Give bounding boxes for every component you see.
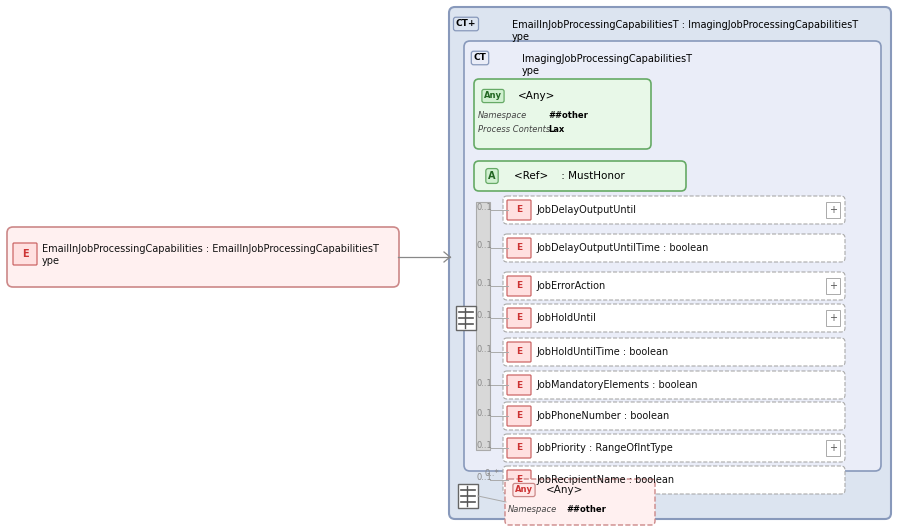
Text: 0..1: 0..1 <box>476 409 492 418</box>
FancyBboxPatch shape <box>507 276 531 296</box>
Bar <box>458 484 478 508</box>
Text: +: + <box>829 313 837 323</box>
Text: CT+: CT+ <box>456 20 476 29</box>
Text: E: E <box>516 476 522 485</box>
FancyBboxPatch shape <box>503 196 845 224</box>
Bar <box>826 278 840 294</box>
Text: JobErrorAction: JobErrorAction <box>536 281 605 291</box>
Bar <box>826 440 840 456</box>
FancyBboxPatch shape <box>507 470 531 490</box>
FancyBboxPatch shape <box>464 41 881 471</box>
Text: E: E <box>516 348 522 357</box>
Text: ##other: ##other <box>566 506 606 515</box>
Text: 0..1: 0..1 <box>476 204 492 213</box>
Text: 0..1: 0..1 <box>476 242 492 251</box>
Text: Process Contents: Process Contents <box>478 125 550 134</box>
Text: E: E <box>516 281 522 290</box>
Text: A: A <box>488 171 495 181</box>
Text: Any: Any <box>515 486 533 495</box>
FancyBboxPatch shape <box>449 7 891 519</box>
Text: CT: CT <box>474 53 486 62</box>
Text: JobHoldUntil: JobHoldUntil <box>536 313 596 323</box>
Text: E: E <box>516 443 522 452</box>
Bar <box>826 202 840 218</box>
Text: Lax: Lax <box>548 125 565 134</box>
Text: 0..1: 0..1 <box>476 345 492 354</box>
Text: +: + <box>829 443 837 453</box>
Text: <Any>: <Any> <box>518 91 556 101</box>
Text: <Ref>    : MustHonor: <Ref> : MustHonor <box>514 171 625 181</box>
Text: EmailInJobProcessingCapabilities : EmailInJobProcessingCapabilitiesT
ype: EmailInJobProcessingCapabilities : Email… <box>42 244 378 266</box>
FancyBboxPatch shape <box>503 466 845 494</box>
FancyBboxPatch shape <box>13 243 37 265</box>
Text: JobDelayOutputUntil: JobDelayOutputUntil <box>536 205 636 215</box>
Text: 0..1: 0..1 <box>476 379 492 388</box>
Text: 0..1: 0..1 <box>476 312 492 321</box>
FancyBboxPatch shape <box>503 402 845 430</box>
Text: JobDelayOutputUntilTime : boolean: JobDelayOutputUntilTime : boolean <box>536 243 708 253</box>
Text: ImagingJobProcessingCapabilitiesT
ype: ImagingJobProcessingCapabilitiesT ype <box>522 54 692 76</box>
Text: JobMandatoryElements : boolean: JobMandatoryElements : boolean <box>536 380 698 390</box>
Bar <box>826 310 840 326</box>
FancyBboxPatch shape <box>503 234 845 262</box>
Text: 0..*: 0..* <box>485 470 499 479</box>
Text: 0..1: 0..1 <box>476 442 492 451</box>
FancyBboxPatch shape <box>507 238 531 258</box>
Text: JobPhoneNumber : boolean: JobPhoneNumber : boolean <box>536 411 669 421</box>
Text: 0..1: 0..1 <box>476 279 492 288</box>
Text: JobRecipientName : boolean: JobRecipientName : boolean <box>536 475 674 485</box>
Text: +: + <box>829 205 837 215</box>
FancyBboxPatch shape <box>503 371 845 399</box>
FancyBboxPatch shape <box>507 308 531 328</box>
FancyBboxPatch shape <box>507 200 531 220</box>
FancyBboxPatch shape <box>507 438 531 458</box>
Text: E: E <box>516 243 522 252</box>
Text: E: E <box>516 412 522 421</box>
Text: Namespace: Namespace <box>478 111 527 120</box>
Text: E: E <box>516 205 522 214</box>
Bar <box>456 306 476 330</box>
FancyBboxPatch shape <box>503 434 845 462</box>
Text: <Any>: <Any> <box>546 485 583 495</box>
Text: 0..1: 0..1 <box>476 473 492 482</box>
Text: E: E <box>516 314 522 323</box>
FancyBboxPatch shape <box>503 338 845 366</box>
Text: Namespace: Namespace <box>508 506 557 515</box>
Text: JobPriority : RangeOfIntType: JobPriority : RangeOfIntType <box>536 443 672 453</box>
Text: JobHoldUntilTime : boolean: JobHoldUntilTime : boolean <box>536 347 668 357</box>
FancyBboxPatch shape <box>505 479 655 525</box>
FancyBboxPatch shape <box>7 227 399 287</box>
FancyBboxPatch shape <box>474 79 651 149</box>
FancyBboxPatch shape <box>507 342 531 362</box>
Text: +: + <box>829 281 837 291</box>
FancyBboxPatch shape <box>503 272 845 300</box>
Text: EmailInJobProcessingCapabilitiesT : ImagingJobProcessingCapabilitiesT
ype: EmailInJobProcessingCapabilitiesT : Imag… <box>512 20 859 42</box>
Text: E: E <box>516 380 522 389</box>
Text: E: E <box>22 249 28 259</box>
Bar <box>476 202 490 450</box>
Text: Any: Any <box>484 92 502 101</box>
Text: ##other: ##other <box>548 111 588 120</box>
FancyBboxPatch shape <box>507 375 531 395</box>
FancyBboxPatch shape <box>474 161 686 191</box>
FancyBboxPatch shape <box>503 304 845 332</box>
FancyBboxPatch shape <box>507 406 531 426</box>
